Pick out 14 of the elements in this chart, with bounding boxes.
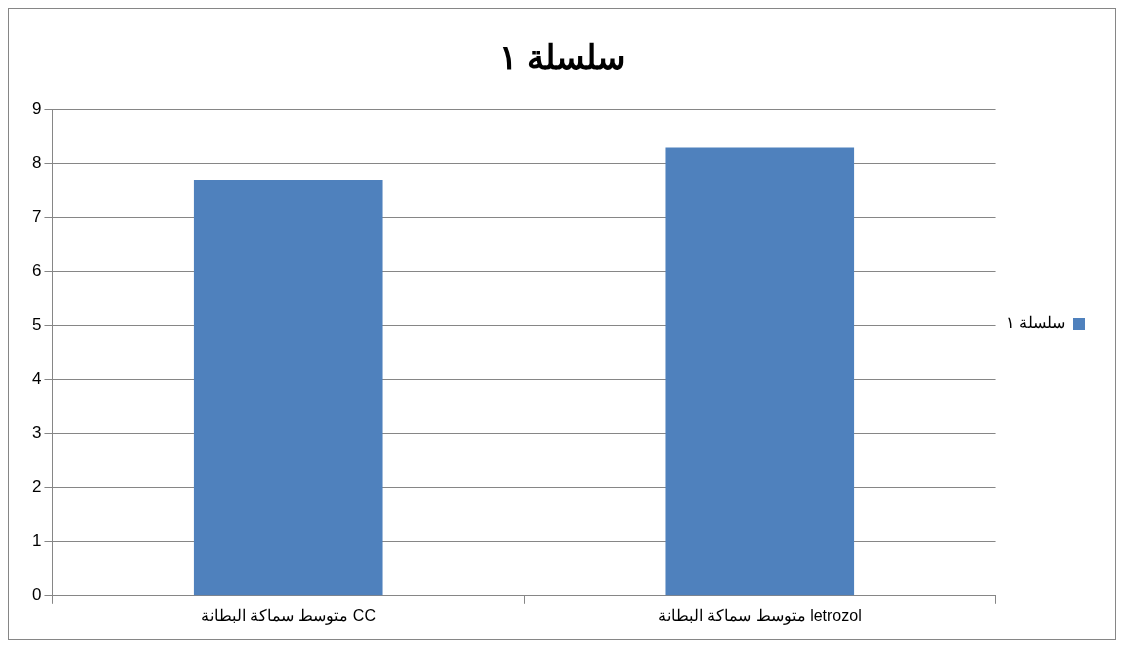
y-tick-label: 1 xyxy=(31,531,42,551)
y-tick-label: 9 xyxy=(31,99,42,119)
legend-label: سلسلة ١ xyxy=(1005,314,1065,332)
y-tick-label: 2 xyxy=(31,477,42,497)
y-tick-label: 8 xyxy=(31,153,42,173)
chart-title: سلسلة ١ xyxy=(499,37,625,76)
y-tick-label: 7 xyxy=(31,207,42,227)
y-tick-label: 0 xyxy=(31,585,42,605)
x-tick-label: متوسط سماكة البطانة CC xyxy=(200,606,376,625)
y-tick-label: 5 xyxy=(31,315,42,335)
x-tick-label: متوسط سماكة البطانة letrozol xyxy=(657,606,862,625)
y-tick-label: 3 xyxy=(31,423,42,443)
y-tick-label: 4 xyxy=(31,369,42,389)
y-tick-label: 6 xyxy=(31,261,42,281)
